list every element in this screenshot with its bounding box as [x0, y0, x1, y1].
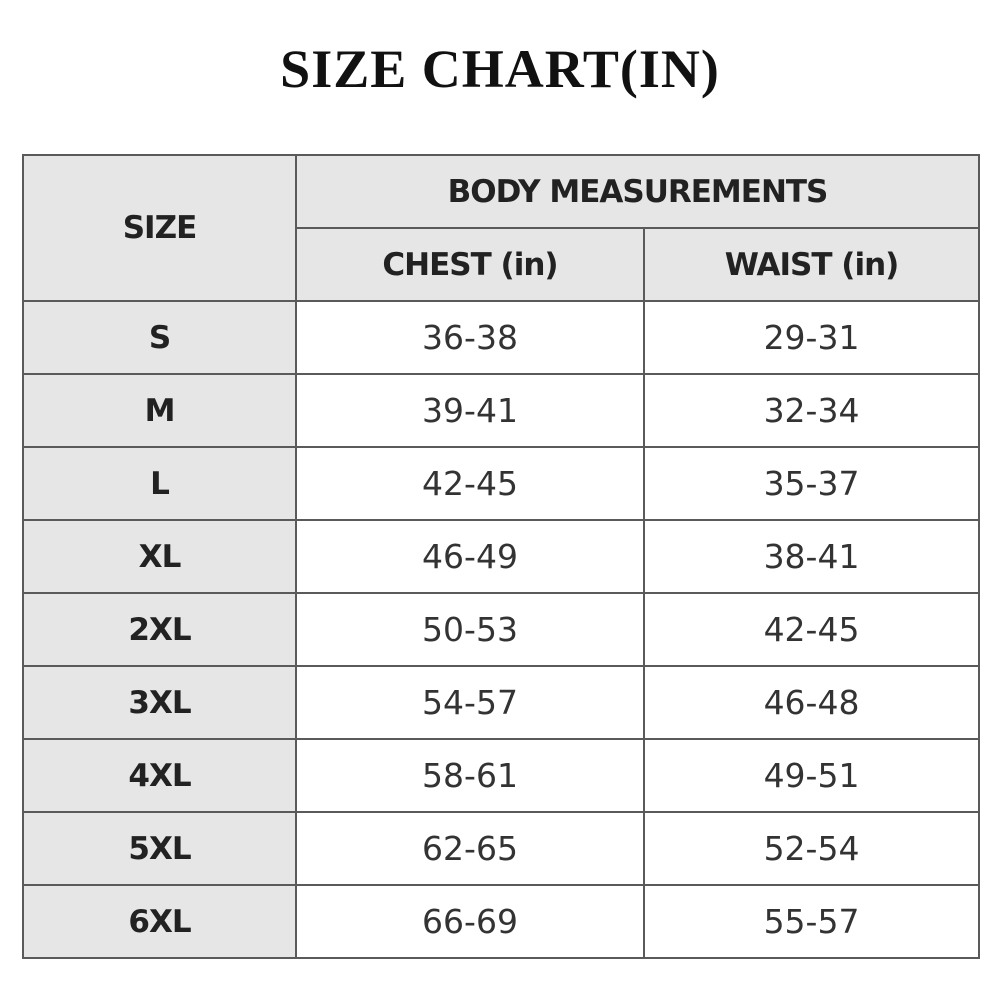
size-header: SIZE	[22, 154, 297, 302]
size-cell: S	[22, 300, 297, 375]
size-cell: 3XL	[22, 665, 297, 740]
measurement-cell: 54-57	[295, 665, 645, 740]
size-row: XL 46-49 38-41	[22, 519, 981, 594]
measurement-cell: 55-57	[642, 884, 981, 959]
measurement-cell: 39-41	[295, 373, 645, 448]
measurement-cell: 46-49	[295, 519, 645, 594]
size-cell: 5XL	[22, 811, 297, 886]
size-row: 4XL 58-61 49-51	[22, 738, 981, 813]
measurement-cell: 35-37	[642, 446, 981, 521]
title: SIZE CHART(IN)	[280, 39, 720, 99]
size-row: S 36-38 29-31	[22, 300, 981, 375]
size-row: M 39-41 32-34	[22, 373, 981, 448]
measurement-cell: 36-38	[295, 300, 645, 375]
size-cell: 4XL	[22, 738, 297, 813]
measurement-cell: 66-69	[295, 884, 645, 959]
measurement-cell: 58-61	[295, 738, 645, 813]
measurement-cell: 52-54	[642, 811, 981, 886]
size-cell: 2XL	[22, 592, 297, 667]
measurement-cell: 42-45	[642, 592, 981, 667]
measurement-cell: 29-31	[642, 300, 981, 375]
measurement-cell: 62-65	[295, 811, 645, 886]
size-table: SIZE BODY MEASUREMENTS CHEST (in) WAIST …	[22, 154, 981, 959]
measurement-cell: 42-45	[295, 446, 645, 521]
column-header: WAIST (in)	[642, 227, 981, 302]
size-cell: L	[22, 446, 297, 521]
measurement-cell: 49-51	[642, 738, 981, 813]
measurement-cell: 32-34	[642, 373, 981, 448]
column-header: CHEST (in)	[295, 227, 645, 302]
header-row: CHEST (in) WAIST (in)	[23, 227, 981, 302]
size-cell: XL	[22, 519, 297, 594]
size-row: 2XL 50-53 42-45	[22, 592, 981, 667]
group-header: BODY MEASUREMENTS	[294, 154, 981, 229]
size-cell: 6XL	[22, 884, 297, 959]
measurement-cell: 38-41	[642, 519, 981, 594]
table-body: SIZE BODY MEASUREMENTS CHEST (in) WAIST …	[22, 154, 981, 959]
header-row: SIZE BODY MEASUREMENTS	[22, 154, 981, 302]
measurement-cell: 46-48	[642, 665, 981, 740]
size-cell: M	[22, 373, 297, 448]
size-row: 6XL 66-69 55-57	[22, 884, 981, 959]
measurement-cell: 50-53	[295, 592, 645, 667]
size-row: 5XL 62-65 52-54	[22, 811, 981, 886]
size-row: L 42-45 35-37	[22, 446, 981, 521]
size-row: 3XL 54-57 46-48	[22, 665, 981, 740]
